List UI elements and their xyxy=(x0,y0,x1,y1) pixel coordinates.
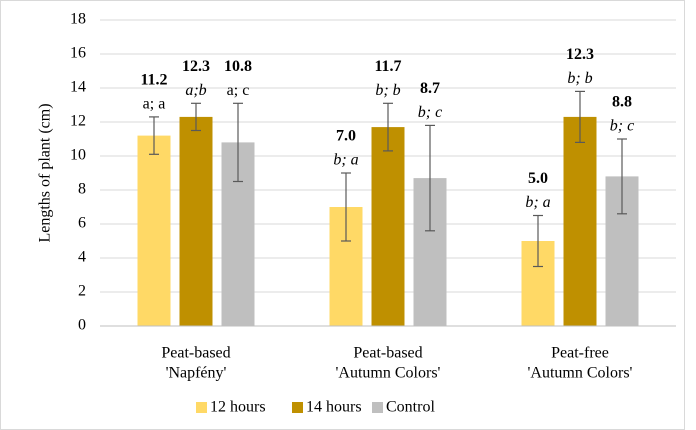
letter-label: a;b xyxy=(185,82,206,99)
x-tick-label: Peat-based xyxy=(353,345,422,362)
legend-swatch xyxy=(372,402,383,413)
legend-swatch xyxy=(292,402,303,413)
value-label: 8.8 xyxy=(612,94,632,111)
bar xyxy=(179,116,213,327)
y-tick-label: 0 xyxy=(78,317,86,334)
y-tick-label: 10 xyxy=(70,147,86,164)
x-tick-label: 'Autumn Colors' xyxy=(528,365,633,382)
x-tick-label: Peat-free xyxy=(551,345,609,362)
letter-label: a; a xyxy=(143,96,166,113)
y-tick-label: 4 xyxy=(78,249,86,266)
legend-label: Control xyxy=(386,399,435,416)
value-label: 12.3 xyxy=(182,58,210,75)
legend-swatch xyxy=(196,402,207,413)
letter-label: b; b xyxy=(375,82,400,99)
y-tick-label: 6 xyxy=(78,215,86,232)
y-tick-label: 8 xyxy=(78,181,86,198)
letter-label: b; c xyxy=(418,104,442,121)
legend-label: 14 hours xyxy=(306,399,362,416)
value-label: 10.8 xyxy=(224,58,252,75)
letter-label: b; b xyxy=(567,70,592,87)
x-tick-label: 'Autumn Colors' xyxy=(336,365,441,382)
value-label: 5.0 xyxy=(528,170,548,187)
y-axis-label: Lengths of plant (cm) xyxy=(37,103,54,242)
value-label: 12.3 xyxy=(566,46,594,63)
value-label: 8.7 xyxy=(420,80,440,97)
value-label: 11.2 xyxy=(140,72,167,89)
x-tick-label: Peat-based xyxy=(161,345,230,362)
value-label: 7.0 xyxy=(336,128,356,145)
y-tick-label: 12 xyxy=(70,113,86,130)
letter-label: a; c xyxy=(227,82,250,99)
bar xyxy=(371,127,405,326)
y-tick-label: 2 xyxy=(78,283,86,300)
x-tick-label: 'Napfény' xyxy=(166,365,227,382)
y-tick-label: 18 xyxy=(70,11,86,28)
legend-label: 12 hours xyxy=(210,399,266,416)
y-tick-label: 16 xyxy=(70,45,86,62)
value-label: 11.7 xyxy=(374,58,401,75)
letter-label: b; a xyxy=(525,194,550,211)
letter-label: b; a xyxy=(333,152,358,169)
letter-label: b; c xyxy=(610,118,634,135)
y-tick-label: 14 xyxy=(70,79,86,96)
bar xyxy=(137,135,171,326)
bar xyxy=(563,116,597,327)
